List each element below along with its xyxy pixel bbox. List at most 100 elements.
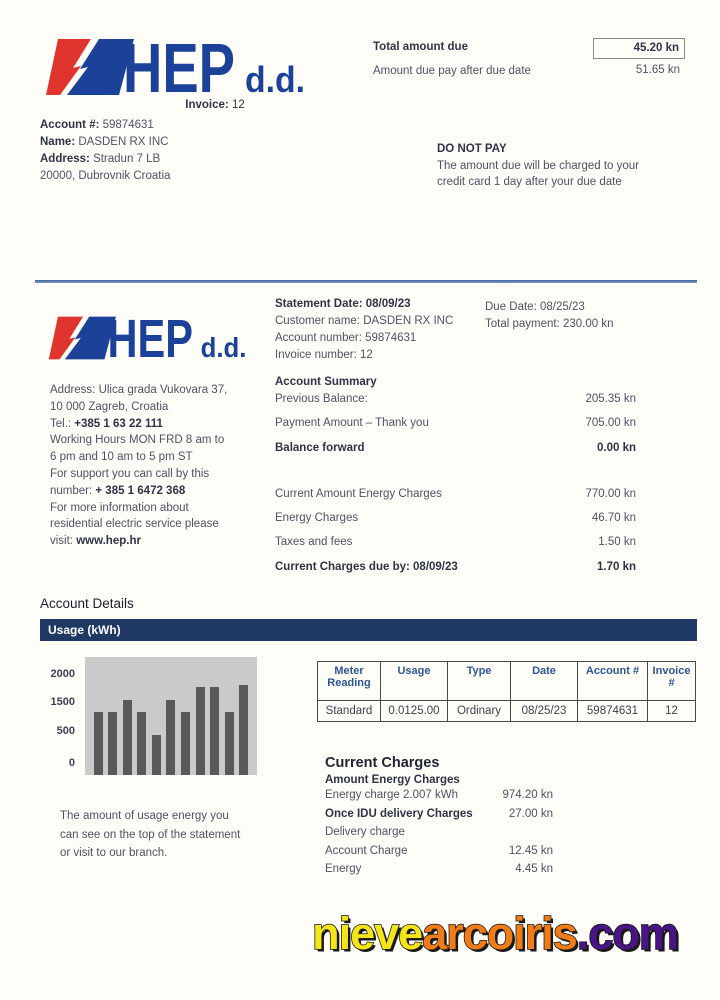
support-number-label: number: <box>50 484 96 497</box>
company-address-line2: 10 000 Zagreb, Croatia <box>50 400 169 413</box>
company-phone-row: Tel.: +385 1 63 22 111 <box>50 416 285 433</box>
summary-label: Payment Amount – Thank you <box>275 417 429 430</box>
charge-value: 12.45 kn <box>508 844 553 857</box>
summary-row: Previous Balance: 205.35 kn <box>275 393 636 417</box>
support-line1: For support you can call by this <box>50 467 210 480</box>
summary-row: Taxes and fees 1.50 kn <box>275 536 636 560</box>
usage-bar <box>122 699 132 775</box>
due-date-block: Due Date: 08/25/23 Total payment: 230.00… <box>485 299 614 333</box>
summary-value: 0.00 kn <box>597 441 636 454</box>
after-due-label: Amount due pay after due date <box>373 65 531 77</box>
summary-value: 705.00 kn <box>585 417 636 430</box>
due-date: Due Date: 08/25/23 <box>485 301 585 313</box>
info-line1: For more information about <box>50 501 189 514</box>
summary-value: 46.70 kn <box>591 512 636 525</box>
statement-account: Account number: 59874631 <box>275 332 417 344</box>
statement-meta-block: Statement Date: 08/09/23 Customer name: … <box>275 296 453 364</box>
summary-label: Current Amount Energy Charges <box>275 487 442 500</box>
total-due-value: 45.20 kn <box>633 42 679 54</box>
charge-label: Once IDU delivery Charges <box>325 807 473 820</box>
charge-value: 974.20 kn <box>502 789 553 801</box>
support-line2: number: + 385 1 6472 368 <box>50 483 285 500</box>
summary-row: Energy Charges 46.70 kn <box>275 512 636 536</box>
charge-value: 27.00 kn <box>508 807 553 820</box>
usage-note: The amount of usage energy you can see o… <box>60 807 240 863</box>
meter-reading-table: Meter Reading Usage Type Date Account # … <box>317 661 696 722</box>
usage-bar <box>93 712 103 775</box>
invoice-value: 12 <box>231 99 245 111</box>
watermark-logo: nievearcoiris.com <box>295 907 695 960</box>
usage-bar <box>166 699 176 775</box>
total-due-box: 45.20 kn <box>593 38 685 59</box>
y-axis-tick: 2000 <box>50 668 75 680</box>
usage-bar <box>195 687 205 775</box>
do-not-pay-line1: The amount due will be charged to your <box>437 159 640 172</box>
summary-spacer <box>275 466 636 488</box>
account-number-row: Account #: 59874631 <box>40 117 170 134</box>
usage-section-header: Usage (kWh) <box>40 619 697 641</box>
customer-name-value: DASDEN RX INC <box>78 136 169 148</box>
website-label: visit: <box>50 535 77 548</box>
cell-meter-reading: Standard <box>317 700 381 722</box>
meter-table-data-row: Standard 0.0125.00 Ordinary 08/25/23 598… <box>317 700 696 722</box>
charge-label: Energy charge 2.007 kWh <box>325 789 458 801</box>
company-info-block: Address: Ulica grada Vukovara 37, 10 000… <box>50 382 285 550</box>
statement-date: Statement Date: 08/09/23 <box>275 298 411 310</box>
summary-label: Current Charges due by: 08/09/23 <box>275 560 458 573</box>
col-header-date: Date <box>510 661 578 701</box>
website-row: visit: www.hep.hr <box>50 533 285 550</box>
customer-address-row: Address: Stradun 7 LB <box>40 151 170 168</box>
usage-note-line1: The amount of usage energy you <box>60 810 229 822</box>
y-axis-tick: 0 <box>68 757 75 769</box>
y-axis-tick: 1500 <box>50 696 75 708</box>
charge-label: Delivery charge <box>325 826 405 839</box>
working-hours-line2: 6 pm and 10 am to 5 pm ST <box>50 451 193 464</box>
logo-wordmark: HEP <box>123 36 235 98</box>
summary-row: Balance forward 0.00 kn <box>275 442 636 466</box>
logo-suffix: d.d. <box>201 332 247 362</box>
cell-usage: 0.0125.00 <box>380 700 448 722</box>
usage-bar <box>224 712 234 775</box>
support-number: + 385 1 6472 368 <box>95 484 186 497</box>
summary-row: Current Charges due by: 08/09/23 1.70 kn <box>275 561 636 585</box>
cell-account: 59874631 <box>577 700 648 722</box>
charge-row: Delivery charge <box>325 823 553 842</box>
usage-bar <box>137 712 147 775</box>
customer-address-label: Address: <box>40 153 90 165</box>
invoice-label: Invoice: <box>185 99 229 111</box>
website-url: www.hep.hr <box>76 535 141 548</box>
usage-bar <box>151 734 161 775</box>
usage-bar <box>239 684 249 775</box>
customer-address-value: Stradun 7 LB <box>93 153 161 165</box>
customer-name-row: Name: DASDEN RX INC <box>40 134 170 151</box>
current-charges-subtitle: Amount Energy Charges <box>325 774 460 786</box>
account-details-title: Account Details <box>40 596 134 611</box>
usage-note-line2: can see on the top of the statement <box>60 828 241 841</box>
after-due-value: 51.65 kn <box>635 64 680 76</box>
current-charges-block: Current Charges Amount Energy Charges En… <box>325 755 553 879</box>
total-due-label: Total amount due <box>373 41 468 53</box>
cell-date: 08/25/23 <box>510 700 578 722</box>
charge-label: Account Charge <box>325 844 408 857</box>
working-hours-line1: Working Hours MON FRD 8 am to <box>50 434 225 447</box>
phone-number: +385 1 63 22 111 <box>74 417 163 430</box>
customer-name-label: Name: <box>40 136 76 148</box>
section-divider <box>35 280 697 283</box>
charge-row: Energy 4.45 kn <box>325 860 553 879</box>
logo-blue-shape <box>67 39 134 95</box>
customer-account-block: Account #: 59874631 Name: DASDEN RX INC … <box>40 117 170 185</box>
logo-wordmark: HEP <box>108 314 193 362</box>
info-line2: residential electric service please <box>50 518 219 531</box>
charge-row: Energy charge 2.007 kWh 974.20 kn <box>325 786 553 805</box>
usage-bar <box>181 712 191 775</box>
statement-invoice: Invoice number: 12 <box>275 349 373 361</box>
phone-label: Tel.: <box>50 417 75 430</box>
col-header-type: Type <box>447 661 511 701</box>
watermark-part1: nieve <box>311 907 424 960</box>
logo-suffix: d.d. <box>245 59 305 98</box>
summary-row: Current Amount Energy Charges 770.00 kn <box>275 488 636 512</box>
col-header-usage: Usage <box>380 661 448 701</box>
charge-row: Account Charge 12.45 kn <box>325 842 553 861</box>
usage-bar <box>210 687 220 775</box>
